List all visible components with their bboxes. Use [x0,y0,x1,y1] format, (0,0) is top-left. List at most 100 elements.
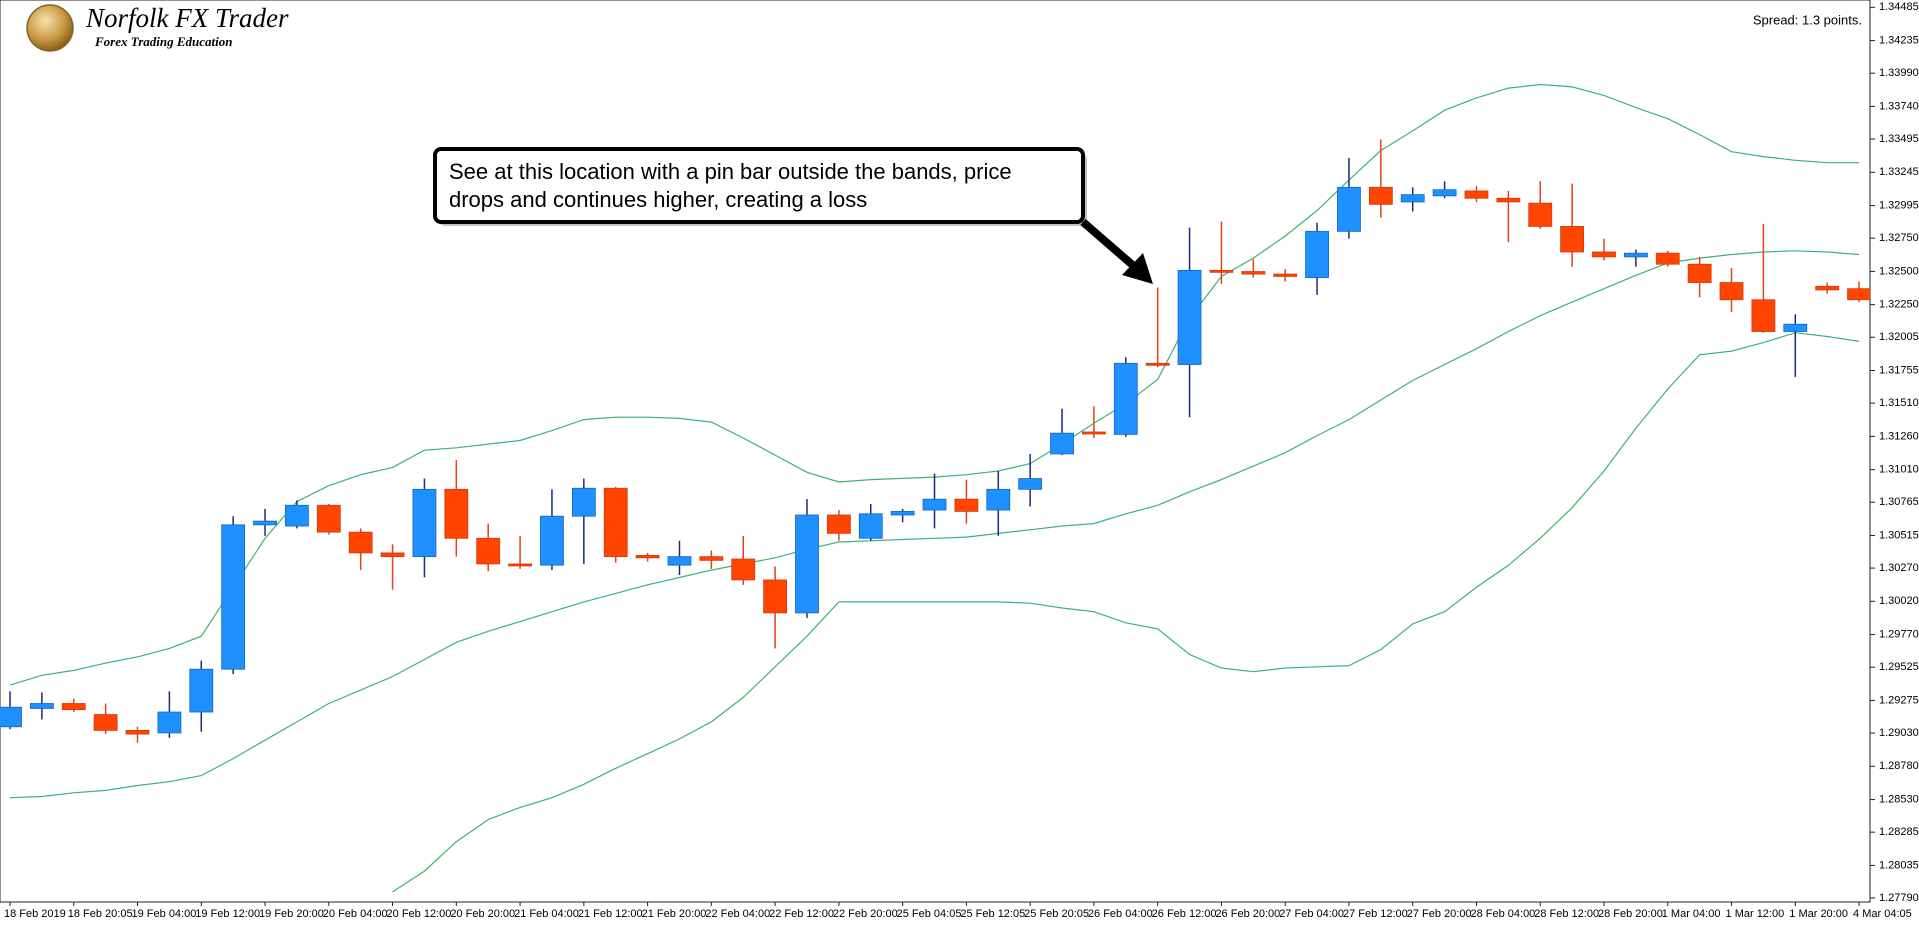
x-tick-label: 4 Mar 04:05 [1853,908,1912,920]
plot-area [0,0,1871,903]
candle-body [1592,251,1616,258]
candle-body [603,487,628,558]
x-tick-label: 28 Feb 04:00 [1470,908,1535,920]
candle-body [1400,194,1425,203]
candle-body [1177,269,1202,365]
y-tick-label: 1.32005 [1879,331,1919,343]
x-tick-label: 20 Feb 12:00 [387,908,452,920]
y-tick-label: 1.30765 [1879,496,1919,508]
candle-body [1751,299,1776,332]
y-tick-label: 1.28035 [1879,859,1919,871]
candle-body [93,714,118,731]
logo: Norfolk FX Trader Forex Trading Educatio… [26,3,289,52]
x-tick-label: 26 Feb 04:00 [1088,908,1153,920]
y-tick-label: 1.28780 [1879,760,1919,772]
x-tick-label: 26 Feb 12:00 [1152,908,1217,920]
candle-body [221,524,246,670]
x-tick-label: 22 Feb 04:00 [705,908,770,920]
annotation-box [433,147,1085,224]
y-tick-label: 1.32995 [1879,199,1919,211]
x-tick-label: 25 Feb 12:05 [960,908,1025,920]
x-tick-label: 21 Feb 04:00 [514,908,579,920]
candle-body [667,556,692,566]
y-tick-label: 1.29030 [1879,727,1919,739]
candle-body [1050,432,1074,455]
candle-body [763,579,788,614]
y-tick-label: 1.33495 [1879,133,1919,145]
y-tick-label: 1.31755 [1879,364,1919,376]
candle-body [1560,226,1585,253]
candle-body [731,558,756,581]
annotation-line: drops and continues higher, creating a l… [449,187,867,212]
candle-body [253,520,277,526]
axes: 1.34485 1.34235 1.33990 1.33740 1.33495 1.332… [4,1,1919,920]
candle-body [1655,252,1680,265]
x-tick-label: 18 Feb 20:05 [68,908,133,920]
x-tick-label: 1 Mar 20:00 [1789,908,1848,920]
y-tick-label: 1.29275 [1879,694,1919,706]
candle-body [444,488,469,539]
y-tick-label: 1.31510 [1879,397,1919,409]
candle-body [986,488,1011,511]
candle-body [1368,186,1393,205]
candle-body [635,555,660,559]
candle-body [1815,285,1840,291]
candle-body [1847,288,1870,301]
annotation-arrowhead [1122,253,1153,284]
candle-body [1018,478,1043,490]
candle-body [1241,271,1266,275]
x-tick-label: 19 Feb 12:00 [195,908,260,920]
candle-body [1082,431,1106,435]
candle-body [1528,202,1553,227]
y-tick-label: 1.28285 [1879,826,1919,838]
spread: Spread: 1.3 points. [1753,12,1862,27]
annotation-line: See at this location with a pin bar outs… [449,159,1012,184]
x-tick-label: 20 Feb 20:00 [450,908,515,920]
x-tick-label: 20 Feb 04:00 [323,908,388,920]
candle-body [795,514,819,614]
x-tick-label: 22 Feb 12:00 [769,908,834,920]
x-tick-label: 27 Feb 04:00 [1279,908,1344,920]
y-tick-label: 1.29525 [1879,661,1919,673]
logo-emblem [26,4,74,52]
candle-body [316,504,341,533]
y-tick-label: 1.30270 [1879,562,1919,574]
candle-body [125,729,150,735]
candle-body [189,668,214,713]
x-tick-label: 25 Feb 20:05 [1024,908,1089,920]
candle-body [1145,362,1170,366]
y-tick-label: 1.34485 [1879,1,1919,13]
band-line [9,250,1860,799]
candle-body [1432,189,1457,197]
y-tick-label: 1.30515 [1879,529,1919,541]
candle-body [540,515,564,566]
candle-body [29,703,54,709]
y-tick-label: 1.32750 [1879,232,1919,244]
candle-body [1464,190,1489,199]
x-tick-label: 22 Feb 20:00 [833,908,898,920]
logo-subtitle: Forex Trading Education [94,34,232,49]
y-tick-label: 1.28530 [1879,793,1919,805]
x-tick-label: 28 Feb 12:00 [1534,908,1599,920]
y-tick-label: 1.31260 [1879,430,1919,442]
candle-body [1113,362,1138,435]
x-tick-label: 19 Feb 20:00 [259,908,324,920]
candle-body [1209,269,1234,273]
x-tick-label: 26 Feb 20:00 [1215,908,1280,920]
logo-title: Norfolk FX Trader [85,3,289,33]
x-tick-label: 21 Feb 12:00 [578,908,643,920]
candle-body [954,498,979,512]
x-tick-label: 1 Mar 12:00 [1726,908,1785,920]
candle-body [1783,323,1808,332]
candle-body [571,487,596,517]
candle-body [508,563,532,567]
candle-body [348,531,373,554]
x-tick-label: 19 Feb 04:00 [132,908,197,920]
x-tick-label: 18 Feb 2019 [4,908,66,920]
y-tick-label: 1.34235 [1879,34,1919,46]
x-tick-label: 27 Feb 20:00 [1407,908,1472,920]
candle-body [1687,263,1712,283]
candle-body [1305,230,1329,279]
